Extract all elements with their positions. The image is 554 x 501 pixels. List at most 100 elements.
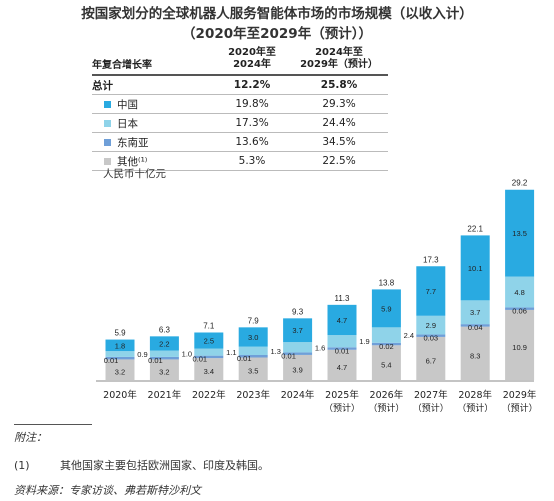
total-label: 5.9 <box>114 329 126 338</box>
x-tick-label: 2022年 <box>192 389 226 401</box>
bar-segment-1 <box>416 336 446 380</box>
bar-segment-2 <box>505 307 535 310</box>
bar-segment-4 <box>505 189 535 277</box>
cagr-row-v2: 29.3% <box>290 94 388 114</box>
data-label: 0.9 <box>137 350 147 359</box>
x-tick-label: 2024年 <box>281 389 315 401</box>
cagr-row-v1: 13.6% <box>214 132 290 152</box>
bar-segment-2 <box>371 342 401 346</box>
data-label: 0.06 <box>512 306 527 315</box>
data-label: 3.2 <box>159 368 169 377</box>
unit-label: 人民币十亿元 <box>103 168 166 180</box>
bar-segment-1 <box>194 358 224 380</box>
notes-heading: 附注： <box>14 431 47 444</box>
data-label: 0.01 <box>192 355 207 364</box>
bar-segment-2 <box>416 334 446 337</box>
data-label: 4.7 <box>337 316 347 325</box>
data-label: 13.5 <box>512 229 527 238</box>
legend-swatch-southeast-asia <box>104 139 111 146</box>
data-label: 3.7 <box>470 308 480 317</box>
cagr-row-label: 日本 <box>117 117 138 130</box>
bar-segment-3 <box>194 348 224 356</box>
data-label: 2.2 <box>159 339 169 348</box>
legend-swatch-others <box>104 158 111 165</box>
cagr-row-label: 其他⁽¹⁾ <box>117 155 148 168</box>
notes-divider <box>14 424 92 425</box>
data-label: 3.9 <box>292 365 302 374</box>
x-tick-label: 2028年 <box>458 389 492 401</box>
total-label: 13.8 <box>379 278 395 287</box>
data-label: 1.9 <box>359 337 369 346</box>
cagr-table: 年复合增长率 2020年至 2024年 2024年至 2029年（预计） 总计 … <box>92 44 388 171</box>
cagr-row-v1: 12.2% <box>214 74 290 95</box>
data-label: 0.03 <box>423 333 438 342</box>
stacked-bar-chart: 3.20.010.91.85.92020年3.20.011.02.26.3202… <box>96 179 538 414</box>
total-label: 11.3 <box>335 294 351 303</box>
cagr-row-v2: 24.4% <box>290 113 388 133</box>
cagr-header-row: 年复合增长率 2020年至 2024年 2024年至 2029年（预计） <box>92 44 388 75</box>
bar-segment-3 <box>460 300 490 325</box>
bar-segment-2 <box>327 347 357 350</box>
bar-segment-4 <box>416 266 446 316</box>
data-label: 2.4 <box>404 331 414 340</box>
bar-segment-2 <box>105 356 135 360</box>
cagr-row-label: 中国 <box>117 98 138 111</box>
bar-segment-4 <box>283 318 313 343</box>
chart-subtitle: （2020年至2029年（预计）） <box>182 26 372 42</box>
cagr-row-label: 东南亚 <box>117 136 149 149</box>
cagr-row-v1: 5.3% <box>214 151 290 171</box>
bar-segment-3 <box>238 346 268 355</box>
data-label: 0.01 <box>237 354 252 363</box>
data-label: 0.01 <box>335 346 350 355</box>
data-label: 4.7 <box>337 363 347 372</box>
data-label: 6.7 <box>426 356 436 365</box>
bar-segment-1 <box>105 359 135 380</box>
bar-segment-1 <box>460 326 490 380</box>
total-label: 22.1 <box>467 224 483 233</box>
legend-swatch-china <box>104 101 111 108</box>
x-tick-label: 2021年 <box>148 389 182 401</box>
x-tick-sublabel: （预计） <box>324 402 360 414</box>
data-label: 0.02 <box>379 342 394 351</box>
data-label: 1.0 <box>182 350 192 359</box>
bar-segment-3 <box>371 327 401 343</box>
data-label: 3.5 <box>248 367 258 376</box>
x-tick-label: 2025年 <box>325 389 359 401</box>
x-tick-label: 2023年 <box>236 389 270 401</box>
data-label: 5.4 <box>381 361 391 370</box>
bar-segment-4 <box>460 235 490 301</box>
x-tick-label: 2029年 <box>503 389 537 401</box>
data-label: 7.7 <box>426 287 436 296</box>
bar-segment-1 <box>149 359 179 380</box>
bar-segment-4 <box>327 304 357 336</box>
bar-segment-1 <box>327 349 357 380</box>
x-tick-label: 2020年 <box>103 389 137 401</box>
bar-segment-4 <box>149 336 179 351</box>
cagr-col1-header: 2020年至 2024年 <box>214 44 290 75</box>
data-label: 4.8 <box>514 288 524 297</box>
x-tick-sublabel: （预计） <box>413 402 449 414</box>
data-label: 0.01 <box>104 356 119 365</box>
bar-segment-1 <box>505 309 535 380</box>
total-label: 17.3 <box>423 255 439 264</box>
footnote-number: (1) <box>14 459 30 472</box>
data-label: 1.8 <box>115 341 125 350</box>
cagr-row-v1: 17.3% <box>214 113 290 133</box>
bar-segment-3 <box>149 350 179 357</box>
data-label: 8.3 <box>470 351 480 360</box>
cagr-row-others: 其他⁽¹⁾ 5.3% 22.5% <box>92 151 388 171</box>
cagr-col1-line2: 2024年 <box>233 59 271 70</box>
bar-segment-3 <box>283 342 313 353</box>
data-label: 0.01 <box>281 351 296 360</box>
cagr-col2-line2: 2029年（预计） <box>300 59 378 70</box>
data-label: 3.4 <box>204 367 214 376</box>
bar-segment-2 <box>238 354 268 358</box>
data-label: 3.0 <box>248 333 258 342</box>
data-label: 0.04 <box>468 323 483 332</box>
data-label: 10.1 <box>468 264 483 273</box>
legend-swatch-japan <box>104 120 111 127</box>
cagr-row-v2: 22.5% <box>290 151 388 171</box>
data-label: 2.9 <box>426 321 436 330</box>
bar-segment-1 <box>238 357 268 380</box>
chart-title: 按国家划分的全球机器人服务智能体市场的市场规模（以收入计） <box>81 6 473 22</box>
